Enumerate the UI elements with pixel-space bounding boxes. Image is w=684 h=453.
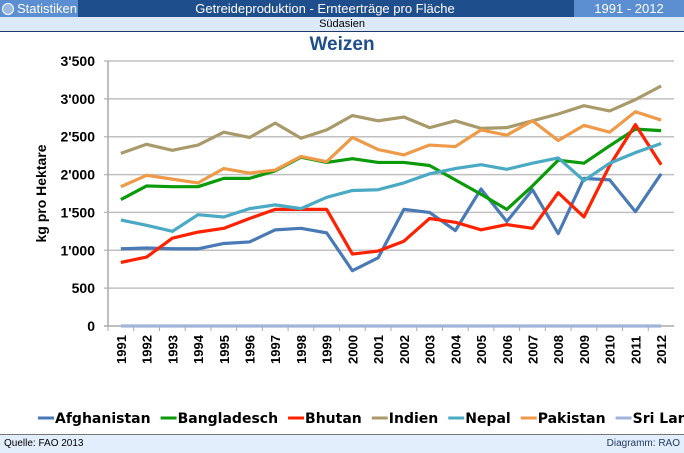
source-label: Quelle: FAO 2013: [4, 438, 84, 449]
x-tick-label: 2007: [526, 335, 541, 364]
footer: Quelle: FAO 2013 Diagramm: RAO: [0, 434, 684, 453]
credit-label: Diagramm: RAO: [606, 438, 680, 449]
header-title: Getreideproduktion - Ernteerträge pro Fl…: [195, 1, 455, 16]
x-tick-label: 2001: [371, 335, 386, 364]
x-tick-label: 2012: [654, 335, 669, 364]
x-tick-label: 1993: [165, 335, 180, 364]
series-line-nepal: [120, 142, 662, 233]
legend-label: Bangladesch: [178, 411, 278, 427]
y-tick-label: 500: [72, 280, 96, 296]
legend-label: Sri Lanka: [633, 411, 684, 427]
x-tick-label: 2008: [551, 335, 566, 364]
year-range: 1991 - 2012: [574, 0, 684, 17]
x-tick-label: 2000: [345, 335, 360, 364]
y-axis-title: kg pro Hektare: [33, 144, 49, 242]
x-tick-label: 2010: [603, 335, 618, 364]
x-tick-label: 1999: [320, 335, 335, 364]
chart-title: Weizen: [309, 34, 375, 55]
series-line-pakistan: [120, 110, 662, 189]
region-subtitle: Südasien: [0, 17, 684, 32]
x-tick-label: 1992: [140, 335, 155, 364]
legend-label: Pakistan: [538, 411, 606, 427]
x-tick-label: 2005: [474, 335, 489, 364]
x-tick-label: 1994: [191, 334, 206, 364]
app-label[interactable]: Statistiken: [0, 0, 78, 17]
y-tick-label: 2'000: [61, 167, 96, 183]
x-tick-label: 1996: [243, 335, 258, 364]
x-tick-label: 2003: [423, 335, 438, 364]
x-tick-label: 2009: [577, 335, 592, 364]
x-tick-label: 1997: [268, 335, 283, 364]
y-tick-label: 3'500: [61, 53, 96, 69]
legend-label: Bhutan: [305, 411, 362, 427]
x-tick-label: 1998: [294, 335, 309, 364]
x-tick-label: 2002: [397, 335, 412, 364]
y-tick-label: 2'500: [61, 129, 96, 145]
header-bar: Statistiken Getreideproduktion - Ernteer…: [0, 0, 684, 17]
x-tick-label: 2011: [628, 336, 643, 364]
y-tick-label: 1'500: [61, 204, 96, 220]
x-tick-label: 2004: [448, 334, 463, 364]
y-tick-label: 1'000: [61, 242, 96, 258]
series-line-afghanistan: [120, 172, 663, 273]
x-tick-label: 1991: [114, 335, 129, 364]
globe-icon: [2, 2, 14, 15]
x-tick-label: 2006: [500, 335, 515, 364]
series-line-bhutan: [120, 122, 663, 264]
y-tick-label: 3'000: [61, 91, 96, 107]
app-name: Statistiken: [17, 1, 77, 16]
x-tick-label: 1995: [217, 335, 232, 364]
legend-label: Nepal: [465, 411, 510, 427]
legend-label: Indien: [389, 411, 438, 427]
series-line-bangladesch: [120, 127, 662, 211]
y-tick-label: 0: [87, 318, 95, 334]
legend-label: Afghanistan: [55, 411, 151, 427]
series-line-indien: [120, 84, 662, 155]
